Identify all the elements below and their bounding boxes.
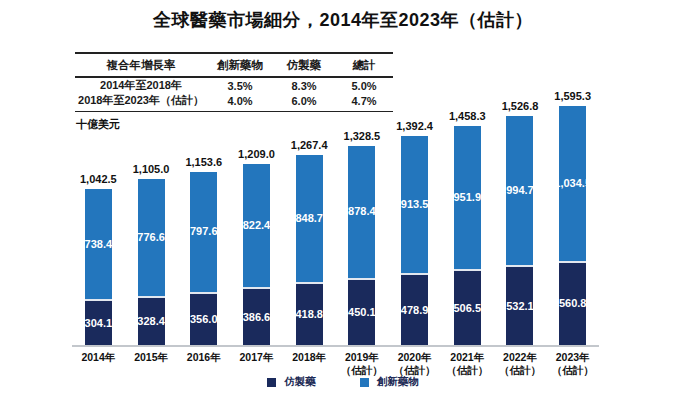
- bar-segment-generic-drugs: 506.5: [454, 269, 481, 345]
- bar-segment-value: 418.8: [295, 309, 323, 320]
- x-axis-labels: 2014年2015年2016年2017年2018年2019年（估計）2020年（…: [72, 351, 599, 377]
- bar-segment-generic-drugs: 418.8: [296, 282, 323, 345]
- bar-segment-value: 878.4: [348, 206, 376, 217]
- x-axis-label: 2019年（估計）: [336, 351, 389, 377]
- chart-legend: 仿製藥 創新藥物: [0, 375, 686, 389]
- bar-segment-value: 848.7: [295, 213, 323, 224]
- bar-segment-value: 1,034.5: [554, 178, 591, 189]
- report-page: 全球醫藥市場細分，2014年至2023年（估計） 複合年增長率 創新藥物 仿製藥…: [0, 0, 686, 401]
- x-axis-label: 2018年: [283, 351, 336, 377]
- stacked-bar: 913.5 478.9: [401, 136, 428, 345]
- x-axis-label: 2014年: [72, 351, 125, 377]
- bar-segment-value: 560.8: [559, 298, 587, 309]
- bar-column: 1,458.3 951.9 506.5: [441, 84, 494, 345]
- bar-total-label: 1,458.3: [449, 110, 486, 122]
- bar-total-label: 1,392.4: [396, 120, 433, 132]
- bar-column: 1,392.4 913.5 478.9: [388, 84, 441, 345]
- bar-total-label: 1,042.5: [80, 173, 117, 185]
- bar-column: 1,209.0 822.4 386.6: [230, 84, 283, 345]
- bar-segment-value: 797.6: [190, 226, 218, 237]
- bar-total-label: 1,526.8: [502, 100, 539, 112]
- x-axis-label: 2016年: [177, 351, 230, 377]
- bar-segment-value: 776.6: [137, 232, 165, 243]
- bar-column: 1,267.4 848.7 418.8: [283, 84, 336, 345]
- bar-segment-innovative-drugs: 913.5: [401, 136, 428, 273]
- bar-segment-value: 951.9: [454, 192, 482, 203]
- bar-segment-innovative-drugs: 878.4: [348, 146, 375, 278]
- cagr-header-generics: 仿製藥: [273, 58, 335, 73]
- cagr-header-metric: 複合年增長率: [75, 58, 207, 73]
- bar-segment-value: 304.1: [85, 318, 113, 329]
- bar-segment-value: 913.5: [401, 199, 429, 210]
- stacked-bar-chart: 1,042.5 738.4 304.1 1,105.0 776.6 328.4 1,153.…: [72, 84, 599, 345]
- bar-segment-generic-drugs: 560.8: [559, 261, 586, 345]
- bar-total-label: 1,153.6: [185, 156, 222, 168]
- bar-segment-innovative-drugs: 776.6: [138, 179, 165, 295]
- bar-segment-value: 822.4: [243, 220, 271, 231]
- bar-segment-innovative-drugs: 1,034.5: [559, 106, 586, 261]
- stacked-bar: 797.6 356.0: [190, 172, 217, 345]
- bar-segment-innovative-drugs: 822.4: [243, 164, 270, 287]
- bar-total-label: 1,328.5: [344, 130, 381, 142]
- bar-segment-generic-drugs: 450.1: [348, 278, 375, 346]
- bar-column: 1,153.6 797.6 356.0: [177, 84, 230, 345]
- x-axis-baseline: [72, 345, 599, 347]
- chart-title: 全球醫藥市場細分，2014年至2023年（估計）: [0, 8, 686, 32]
- bar-total-label: 1,209.0: [238, 148, 275, 160]
- legend-swatch-icon: [267, 378, 276, 387]
- stacked-bar: 776.6 328.4: [138, 179, 165, 345]
- bar-segment-generic-drugs: 356.0: [190, 292, 217, 345]
- bar-total-label: 1,595.3: [554, 90, 591, 102]
- bar-segment-innovative-drugs: 951.9: [454, 126, 481, 269]
- bar-segment-generic-drugs: 304.1: [85, 299, 112, 345]
- x-axis-label: 2023年（估計）: [546, 351, 599, 377]
- bar-segment-value: 994.7: [506, 185, 534, 196]
- bar-segment-innovative-drugs: 848.7: [296, 155, 323, 282]
- legend-label: 創新藥物: [377, 375, 419, 389]
- bar-total-label: 1,267.4: [291, 139, 328, 151]
- bar-column: 1,328.5 878.4 450.1: [336, 84, 389, 345]
- stacked-bar: 994.7 532.1: [506, 116, 533, 345]
- legend-label: 仿製藥: [284, 375, 316, 389]
- bar-column: 1,526.8 994.7 532.1: [494, 84, 547, 345]
- stacked-bar: 738.4 304.1: [85, 189, 112, 345]
- bar-segment-value: 450.1: [348, 307, 376, 318]
- bar-segment-value: 506.5: [454, 303, 482, 314]
- x-axis-label: 2022年（估計）: [494, 351, 547, 377]
- bar-segment-value: 532.1: [506, 301, 534, 312]
- stacked-bar: 878.4 450.1: [348, 146, 375, 345]
- cagr-table-header: 複合年增長率 創新藥物 仿製藥 總計: [75, 54, 393, 78]
- bar-segment-value: 478.9: [401, 305, 429, 316]
- stacked-bar: 1,034.5 560.8: [559, 106, 586, 345]
- bar-segment-innovative-drugs: 738.4: [85, 189, 112, 300]
- bar-total-label: 1,105.0: [133, 163, 170, 175]
- bar-segment-generic-drugs: 532.1: [506, 265, 533, 345]
- bar-segment-value: 328.4: [137, 316, 165, 327]
- bar-segment-value: 386.6: [243, 312, 271, 323]
- x-axis-label: 2021年（估計）: [441, 351, 494, 377]
- bar-segment-innovative-drugs: 797.6: [190, 172, 217, 292]
- bar-segment-generic-drugs: 328.4: [138, 296, 165, 345]
- bar-column: 1,105.0 776.6 328.4: [125, 84, 178, 345]
- x-axis-label: 2015年: [125, 351, 178, 377]
- legend-item: 仿製藥: [267, 375, 316, 389]
- bar-segment-value: 356.0: [190, 314, 218, 325]
- cagr-header-total: 總計: [335, 58, 393, 73]
- legend-item: 創新藥物: [360, 375, 419, 389]
- x-axis-label: 2017年: [230, 351, 283, 377]
- bar-segment-innovative-drugs: 994.7: [506, 116, 533, 265]
- bar-segment-generic-drugs: 386.6: [243, 287, 270, 345]
- legend-swatch-icon: [360, 378, 369, 387]
- bar-segment-generic-drugs: 478.9: [401, 273, 428, 345]
- stacked-bar: 951.9 506.5: [454, 126, 481, 345]
- stacked-bar: 822.4 386.6: [243, 164, 270, 345]
- x-axis-label: 2020年（估計）: [388, 351, 441, 377]
- bar-column: 1,042.5 738.4 304.1: [72, 84, 125, 345]
- bar-column: 1,595.3 1,034.5 560.8: [546, 84, 599, 345]
- cagr-header-innovative: 創新藥物: [207, 58, 273, 73]
- stacked-bar: 848.7 418.8: [296, 155, 323, 345]
- bar-segment-value: 738.4: [85, 239, 113, 250]
